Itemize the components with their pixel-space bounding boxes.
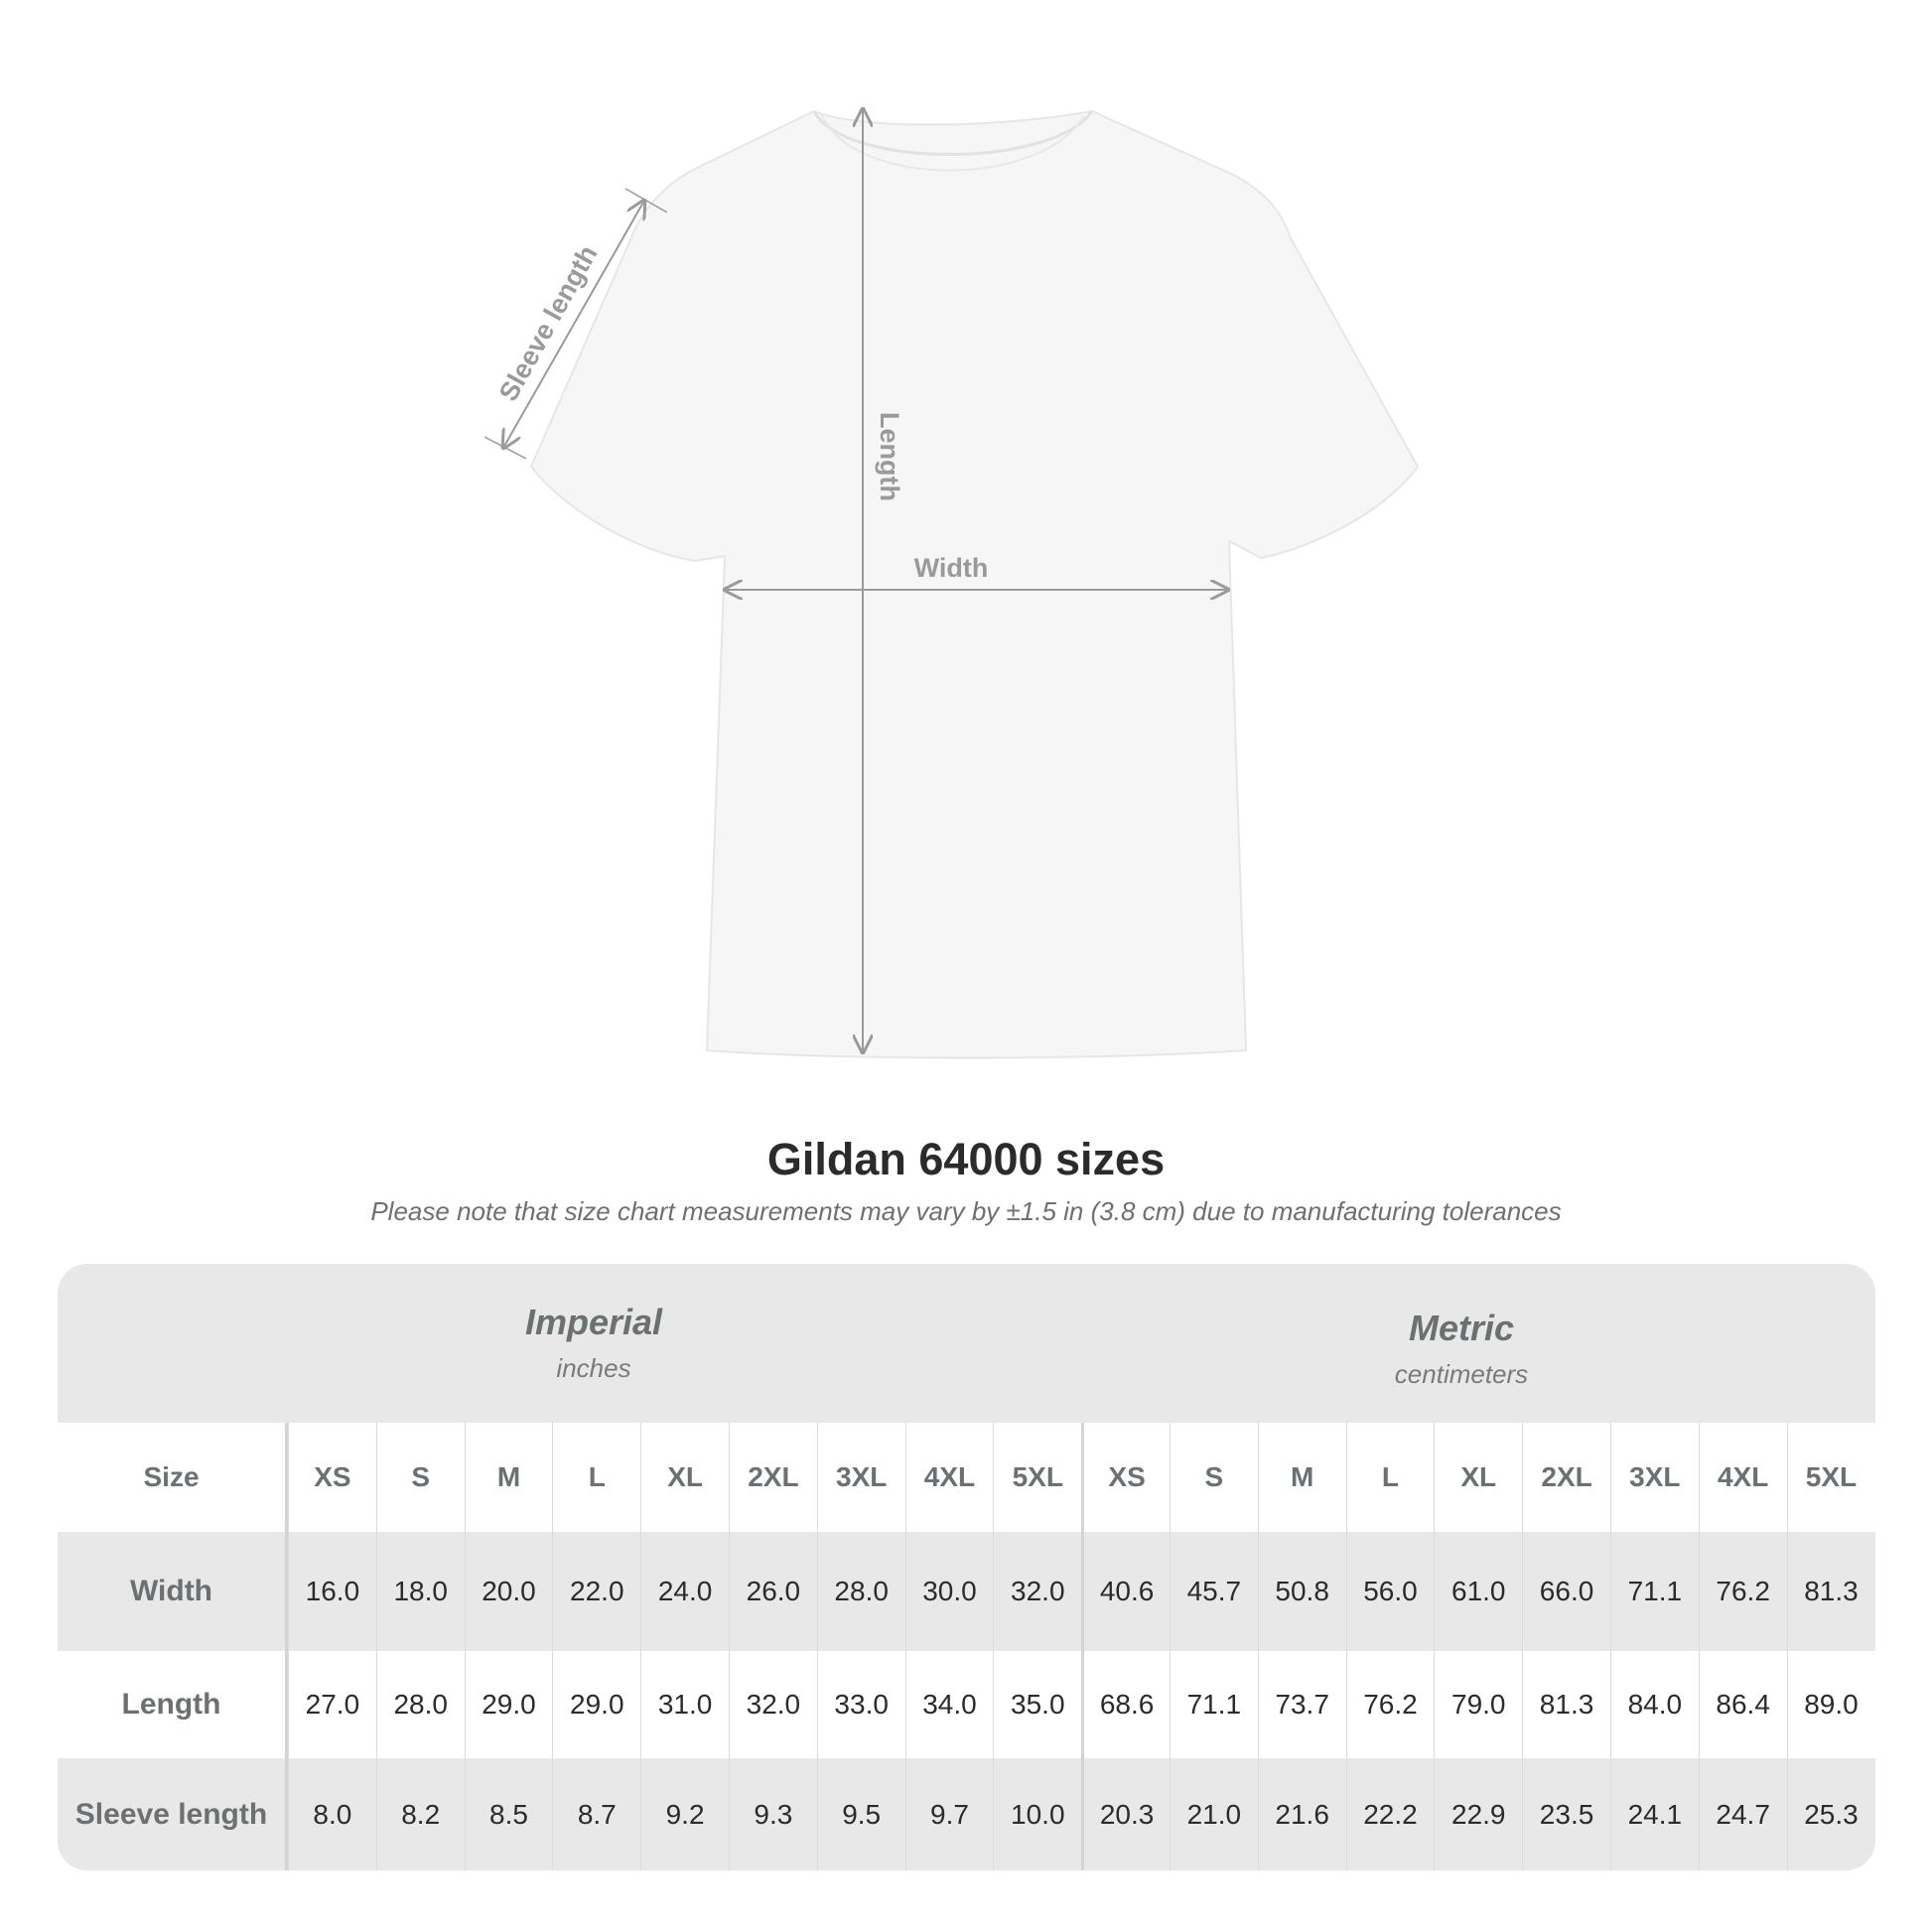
table-cell-imperial: 34.0 (904, 1651, 994, 1758)
table-cell-metric: 50.8 (1257, 1532, 1346, 1651)
table-row: Sleeve length 8.0 8.2 8.5 8.7 9.2 9.3 9.5 9.7 10.… (58, 1758, 1875, 1870)
table-cell-imperial: 24.0 (640, 1532, 729, 1651)
size-header-imperial-3xl: 3XL (816, 1423, 905, 1532)
table-cell-metric: 20.3 (1081, 1758, 1170, 1870)
metric-title: Metric (1408, 1308, 1515, 1348)
table-cell-metric: 61.0 (1434, 1532, 1522, 1651)
table-cell-imperial: 18.0 (375, 1532, 465, 1651)
table-cell-imperial: 32.0 (993, 1532, 1081, 1651)
table-cell-imperial: 27.0 (288, 1651, 376, 1758)
metric-unit: centimeters (1394, 1359, 1529, 1389)
table-cell-imperial: 29.0 (464, 1651, 553, 1758)
table-cell-metric: 84.0 (1609, 1651, 1699, 1758)
table-row: Length 27.0 28.0 29.0 29.0 31.0 32.0 33.0 34.0 35… (58, 1651, 1875, 1758)
table-cell-metric: 68.6 (1081, 1651, 1170, 1758)
table-cell-metric: 25.3 (1786, 1758, 1875, 1870)
table-cell-imperial: 8.5 (464, 1758, 553, 1870)
row-label: Sleeve length (58, 1758, 288, 1870)
width-label: Width (914, 553, 989, 583)
table-cell-metric: 45.7 (1169, 1532, 1258, 1651)
tshirt-image (529, 109, 1420, 1059)
imperial-header: Imperial inches (296, 1302, 892, 1384)
size-header-imperial-xl: XL (640, 1423, 729, 1532)
size-header-metric-5xl: 5XL (1786, 1423, 1875, 1532)
size-header-imperial-s: S (375, 1423, 465, 1532)
size-header-imperial-5xl: 5XL (993, 1423, 1081, 1532)
tolerance-note: Please note that size chart measurements… (370, 1196, 1562, 1226)
size-header-metric-m: M (1257, 1423, 1346, 1532)
metric-header: Metric centimeters (1164, 1308, 1759, 1390)
table-cell-metric: 73.7 (1257, 1651, 1346, 1758)
sleeve-arrow (503, 201, 644, 448)
size-header-metric-xl: XL (1434, 1423, 1522, 1532)
table-cell-imperial: 35.0 (993, 1651, 1081, 1758)
length-label: Length (875, 412, 904, 501)
size-table: Imperial inches Metric centimeters Size … (58, 1264, 1875, 1870)
table-cell-imperial: 26.0 (728, 1532, 817, 1651)
table-cell-imperial: 28.0 (375, 1651, 465, 1758)
table-cell-imperial: 8.0 (288, 1758, 376, 1870)
table-cell-metric: 24.1 (1609, 1758, 1699, 1870)
table-cell-imperial: 8.2 (375, 1758, 465, 1870)
size-header-metric-4xl: 4XL (1698, 1423, 1787, 1532)
table-cell-imperial: 20.0 (464, 1532, 553, 1651)
table-cell-metric: 24.7 (1698, 1758, 1787, 1870)
unit-header: Imperial inches Metric centimeters (58, 1264, 1875, 1423)
table-cell-imperial: 9.2 (640, 1758, 729, 1870)
size-label: Size (58, 1423, 288, 1532)
table-cell-metric: 40.6 (1081, 1532, 1170, 1651)
row-label: Length (58, 1651, 288, 1758)
table-cell-metric: 71.1 (1609, 1532, 1699, 1651)
table-cell-imperial: 30.0 (904, 1532, 994, 1651)
table-cell-imperial: 22.0 (552, 1532, 640, 1651)
table-cell-metric: 21.6 (1257, 1758, 1346, 1870)
size-header-imperial-4xl: 4XL (904, 1423, 994, 1532)
table-cell-imperial: 28.0 (816, 1532, 905, 1651)
size-header-metric-s: S (1169, 1423, 1258, 1532)
table-cell-imperial: 9.7 (904, 1758, 994, 1870)
size-header-metric-3xl: 3XL (1609, 1423, 1699, 1532)
table-cell-imperial: 32.0 (728, 1651, 817, 1758)
table-cell-metric: 86.4 (1698, 1651, 1787, 1758)
table-cell-imperial: 31.0 (640, 1651, 729, 1758)
table-cell-metric: 23.5 (1522, 1758, 1610, 1870)
imperial-title: Imperial (524, 1302, 663, 1342)
table-cell-metric: 76.2 (1345, 1651, 1435, 1758)
table-cell-metric: 89.0 (1786, 1651, 1875, 1758)
size-header-imperial-xs: XS (288, 1423, 376, 1532)
table-cell-imperial: 9.5 (816, 1758, 905, 1870)
table-cell-metric: 71.1 (1169, 1651, 1258, 1758)
table-cell-metric: 56.0 (1345, 1532, 1435, 1651)
table-cell-imperial: 33.0 (816, 1651, 905, 1758)
size-row: Size XS S M L XL 2XL 3XL 4XL 5XL XS S M L XL 2XL 3XL 4XL… (58, 1423, 1875, 1532)
page-title: Gildan 64000 sizes (766, 1134, 1166, 1184)
size-header-imperial-2xl: 2XL (728, 1423, 817, 1532)
table-cell-imperial: 9.3 (728, 1758, 817, 1870)
imperial-unit: inches (556, 1353, 631, 1383)
table-cell-metric: 22.2 (1345, 1758, 1435, 1870)
table-cell-imperial: 16.0 (288, 1532, 376, 1651)
size-header-metric-2xl: 2XL (1522, 1423, 1610, 1532)
size-header-imperial-m: M (464, 1423, 553, 1532)
size-header-metric-xs: XS (1081, 1423, 1170, 1532)
table-cell-metric: 66.0 (1522, 1532, 1610, 1651)
tshirt-measurement-diagram: Length Width Sleeve length (483, 0, 1420, 1059)
size-header-metric-l: L (1345, 1423, 1435, 1532)
table-cell-imperial: 29.0 (552, 1651, 640, 1758)
table-cell-imperial: 8.7 (552, 1758, 640, 1870)
table-cell-imperial: 10.0 (993, 1758, 1081, 1870)
size-header-imperial-l: L (552, 1423, 640, 1532)
table-cell-metric: 81.3 (1522, 1651, 1610, 1758)
table-cell-metric: 22.9 (1434, 1758, 1522, 1870)
table-cell-metric: 79.0 (1434, 1651, 1522, 1758)
table-cell-metric: 81.3 (1786, 1532, 1875, 1651)
table-row: Width 16.0 18.0 20.0 22.0 24.0 26.0 28.0 30.0 32.… (58, 1532, 1875, 1651)
table-cell-metric: 76.2 (1698, 1532, 1787, 1651)
table-cell-metric: 21.0 (1169, 1758, 1258, 1870)
row-label: Width (58, 1532, 288, 1651)
